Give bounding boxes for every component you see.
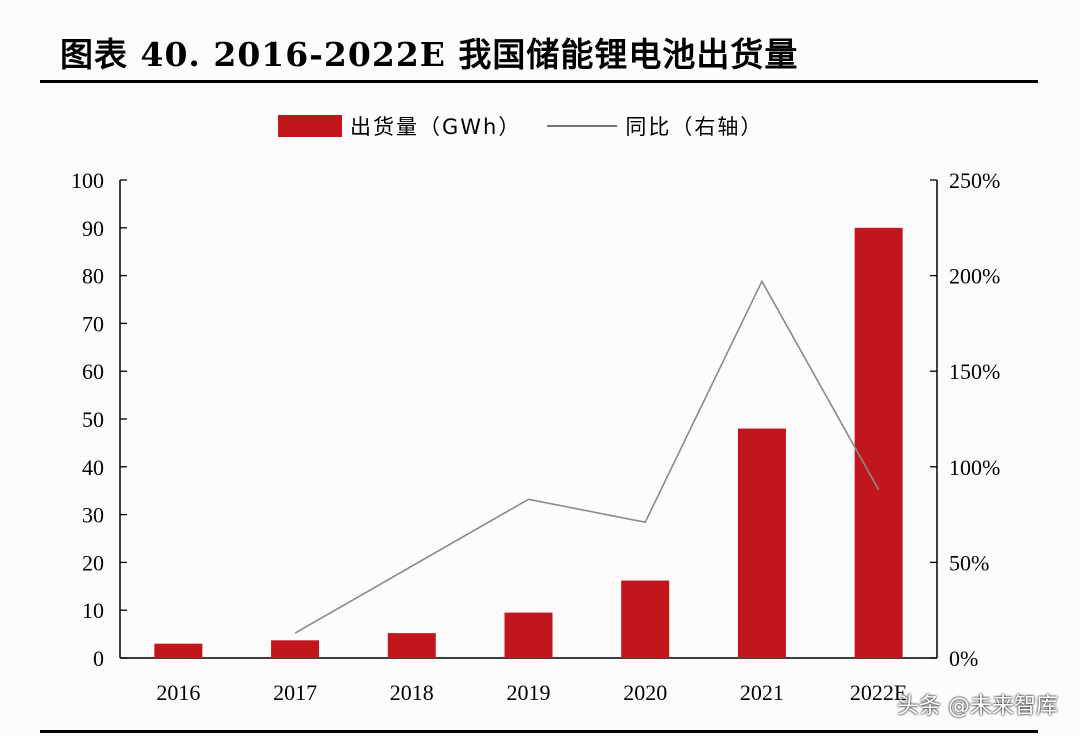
left-tick-label: 90 [82,216,104,241]
x-tick-label: 2016 [156,680,200,705]
left-tick-label: 100 [71,168,104,193]
bar [387,633,436,658]
left-tick-label: 70 [82,311,104,336]
left-tick-label: 50 [82,407,104,432]
x-tick-label: 2021 [740,680,784,705]
legend: 出货量（GWh） 同比（右轴） [278,108,763,144]
watermark: 头条 @未来智库 [897,694,1058,719]
legend-bar-label: 出货量（GWh） [350,115,522,139]
chart-title: 图表 40. 2016-2022E 我国储能锂电池出货量 [60,35,799,74]
legend-line-label: 同比（右轴） [625,115,764,139]
bar [737,428,786,658]
legend-line-swatch [547,125,618,127]
right-tick-label: 150% [949,359,1000,384]
bar [854,227,903,659]
yoy-growth-line [294,279,880,634]
x-tick-label: 2022E [850,680,907,705]
left-tick-label: 20 [82,550,104,575]
legend-bar-swatch [278,115,342,137]
bottom-rule [40,730,1038,733]
right-tick-label: 200% [949,264,1000,289]
x-tick-label: 2017 [273,680,317,705]
bar [271,640,320,658]
bar [621,580,670,658]
right-tick-label: 100% [949,455,1000,480]
left-tick-label: 0 [93,646,104,671]
title-rule [40,80,1038,83]
left-tick-label: 80 [82,264,104,289]
x-tick-label: 2019 [507,680,551,705]
right-tick-label: 50% [949,550,989,575]
bar [504,612,553,658]
right-tick-label: 0% [949,646,978,671]
left-tick-label: 10 [82,598,104,623]
right-tick-label: 250% [949,168,1000,193]
left-tick-label: 40 [82,455,104,480]
x-tick-label: 2018 [390,680,434,705]
bar [154,643,203,658]
x-tick-label: 2020 [623,680,667,705]
left-tick-label: 60 [82,359,104,384]
left-tick-label: 30 [82,503,104,528]
